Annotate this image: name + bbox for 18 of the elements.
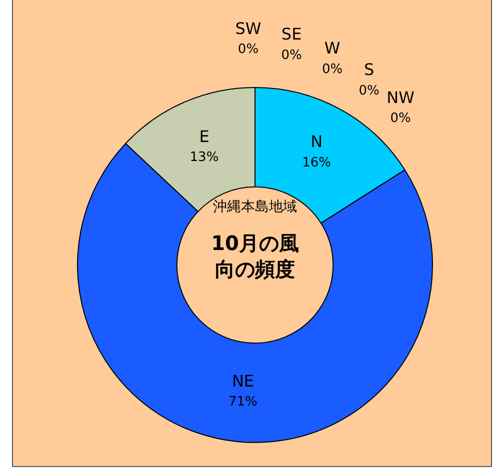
category-label: SE bbox=[281, 24, 302, 44]
text: 10月の風向の頻度 bbox=[210, 230, 300, 282]
text: 0% bbox=[390, 111, 411, 126]
slice-label: E bbox=[199, 126, 210, 146]
slice-label: N bbox=[310, 132, 323, 152]
data-label: 13% bbox=[190, 150, 219, 166]
category-label: W bbox=[324, 38, 340, 58]
category-label: SW bbox=[235, 18, 262, 38]
text: 0% bbox=[358, 83, 380, 98]
category-label: NW bbox=[386, 88, 414, 107]
slice-label: NE bbox=[232, 371, 254, 390]
category-label: S bbox=[364, 60, 374, 80]
text: 0% bbox=[322, 62, 343, 77]
data-label: 71% bbox=[228, 394, 258, 410]
data-label: 16% bbox=[302, 155, 332, 170]
text: 0% bbox=[281, 48, 302, 63]
text: 0% bbox=[238, 42, 259, 57]
text: 沖縄本島地域 bbox=[212, 198, 298, 216]
